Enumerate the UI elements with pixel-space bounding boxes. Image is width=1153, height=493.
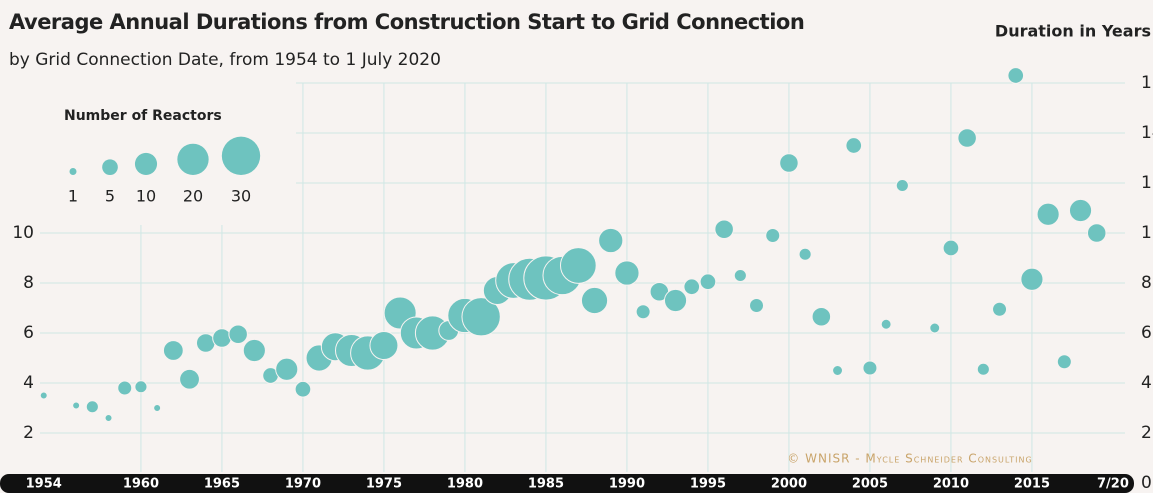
bubble	[275, 357, 299, 381]
bubble	[72, 401, 81, 410]
x-tick-label: 2000	[771, 477, 807, 492]
bubble	[153, 404, 162, 412]
legend-bubble	[134, 152, 158, 175]
y-tick-label-left: 4	[23, 373, 34, 393]
bubble	[614, 260, 640, 286]
bubble	[942, 239, 960, 257]
y-tick-label-right: 4	[1141, 373, 1152, 393]
bubble	[765, 228, 781, 243]
bubble	[1007, 67, 1025, 84]
bubble	[580, 286, 609, 315]
bubble	[162, 340, 184, 361]
x-tick-label: 1980	[447, 477, 483, 492]
bubble	[635, 304, 651, 320]
bubble	[862, 360, 878, 376]
bubble	[929, 322, 941, 334]
bubble	[683, 278, 701, 296]
legend-label: 10	[136, 187, 156, 206]
x-tick-label: 1970	[285, 477, 321, 492]
x-axis-bar	[0, 474, 1134, 493]
bubble	[242, 338, 266, 363]
legend-bubble	[69, 168, 77, 175]
x-tick-label: 7/20	[1097, 477, 1129, 492]
x-tick-label: 1975	[366, 477, 402, 492]
bubble	[1086, 223, 1107, 243]
y-tick-label-right: 16	[1141, 73, 1153, 93]
chart-title: Average Annual Durations from Constructi…	[9, 10, 804, 34]
y-tick-label-left: 6	[23, 323, 34, 343]
bubble	[811, 306, 832, 327]
bubble	[85, 400, 99, 414]
bubble	[134, 380, 148, 394]
y-tick-label-right: 8	[1141, 273, 1152, 293]
bubble	[832, 365, 843, 376]
legend-label: 1	[68, 187, 78, 206]
x-tick-label: 2015	[1014, 477, 1050, 492]
legend-bubble	[221, 136, 261, 175]
bubble	[1056, 354, 1072, 370]
y-tick-label-left: 10	[12, 223, 34, 243]
x-tick-label: 2005	[852, 477, 888, 492]
y-tick-label-left: 8	[23, 273, 34, 293]
bubble	[714, 219, 734, 240]
legend-bubble	[177, 143, 209, 175]
bubble	[845, 137, 863, 154]
y-tick-label-right: 14	[1141, 123, 1153, 143]
x-tick-label: 1965	[204, 477, 240, 492]
bubble	[39, 391, 48, 400]
copyright: © WNISR - Mycle Schneider Consulting	[787, 452, 1032, 466]
y-tick-label-right: 2	[1141, 423, 1152, 443]
bubble	[461, 297, 501, 337]
y-axis-label: Duration in Years	[995, 22, 1151, 41]
x-tick-label: 2010	[933, 477, 969, 492]
bubble	[598, 227, 624, 254]
legend-title: Number of Reactors	[64, 108, 222, 124]
bubble	[749, 298, 765, 313]
bubble	[1020, 267, 1044, 291]
bubble	[104, 414, 113, 422]
y-tick-label-right: 10	[1141, 223, 1153, 243]
legend-label: 5	[105, 187, 115, 206]
bubble	[294, 380, 312, 398]
legend-bubble	[102, 159, 118, 176]
bubble	[1036, 202, 1060, 226]
bubble	[957, 128, 977, 148]
bubble	[195, 333, 216, 353]
bubble	[976, 362, 990, 376]
legend-label: 30	[231, 187, 251, 206]
bubble	[369, 331, 399, 360]
y-tick-label-left: 2	[23, 423, 34, 443]
chart-subtitle: by Grid Connection Date, from 1954 to 1 …	[9, 50, 441, 70]
bubble	[559, 247, 597, 284]
bubble	[895, 178, 909, 193]
bubble	[992, 301, 1008, 317]
x-tick-label: 1954	[26, 477, 62, 492]
bubble	[228, 324, 248, 345]
x-tick-label: 1995	[690, 477, 726, 492]
legend-label: 20	[183, 187, 203, 206]
bubble	[1068, 198, 1093, 223]
bubble	[179, 368, 200, 390]
bubble	[117, 380, 133, 396]
x-tick-label: 1990	[609, 477, 645, 492]
y-tick-label-right: 12	[1141, 173, 1153, 193]
y-tick-label-right: 6	[1141, 323, 1152, 343]
bubble	[663, 288, 688, 313]
x-tick-label: 1960	[123, 477, 159, 492]
bubble	[798, 247, 812, 261]
bubble	[733, 268, 747, 283]
bubble	[880, 318, 892, 330]
bubble	[212, 328, 232, 348]
bubble	[699, 273, 717, 291]
y-tick-label-right: 0	[1141, 473, 1152, 493]
x-tick-label: 1985	[528, 477, 564, 492]
bubble	[779, 153, 799, 173]
